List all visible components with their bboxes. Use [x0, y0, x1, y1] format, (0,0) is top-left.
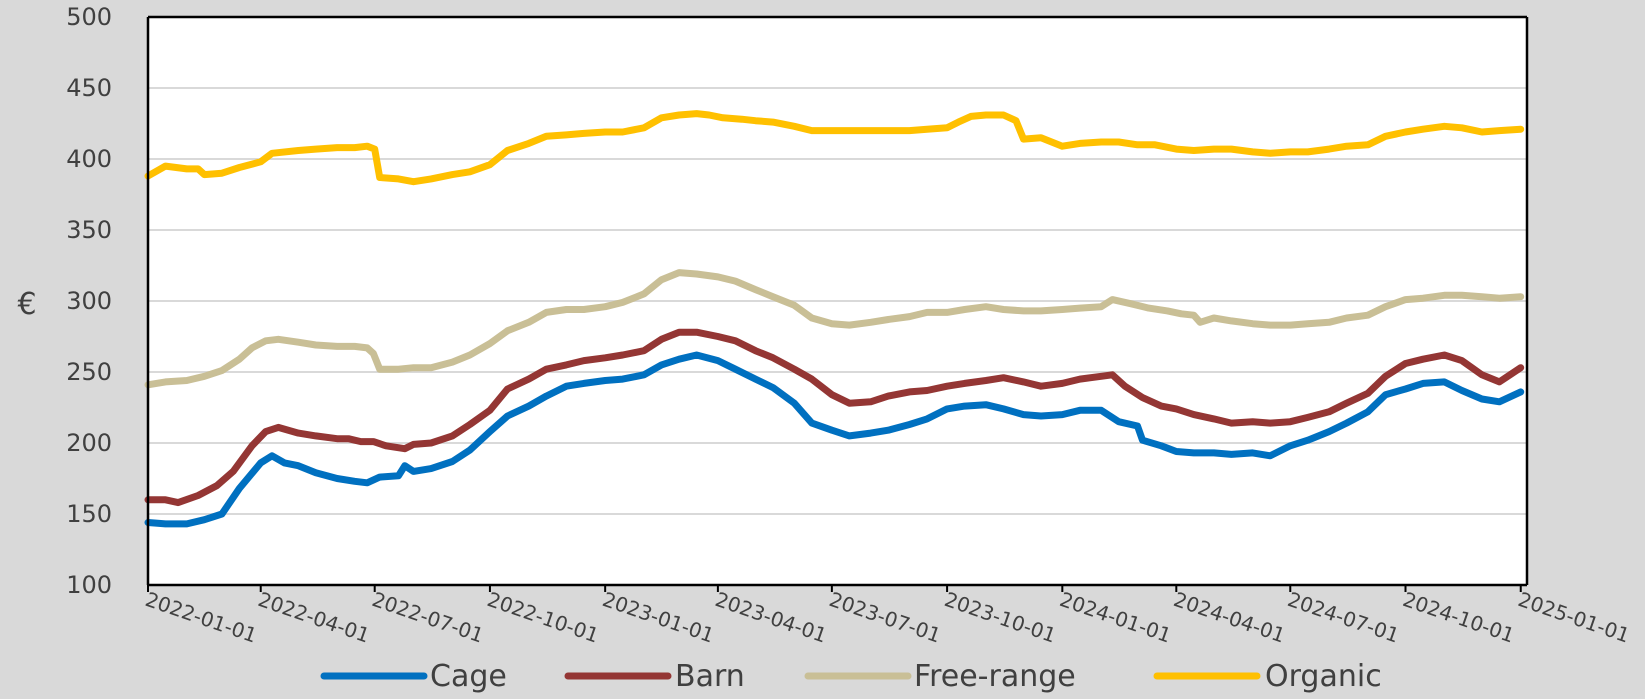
axes — [146, 15, 1529, 592]
x-tick-label: 2024-07-01 — [1285, 587, 1403, 648]
x-tick-label: 2024-10-01 — [1400, 587, 1518, 648]
series-lines — [144, 110, 1525, 528]
x-tick-label: 2022-07-01 — [369, 587, 487, 648]
x-tick-label: 2023-10-01 — [941, 587, 1059, 648]
legend-label: Organic — [1265, 659, 1382, 694]
x-tick-label: 2024-04-01 — [1171, 587, 1289, 648]
x-tick-labels: 2022-01-012022-04-012022-07-012022-10-01… — [142, 587, 1632, 648]
y-tick-label: 150 — [66, 500, 112, 528]
series-line-free-range — [144, 269, 1525, 389]
y-tick-label: 250 — [66, 358, 112, 386]
x-tick-label: 2022-01-01 — [142, 587, 260, 648]
y-tick-label: 100 — [66, 571, 112, 599]
y-tick-labels: 100 150 200 250 300 350 400 450 500 — [66, 3, 112, 599]
x-tick-label: 2023-07-01 — [826, 587, 944, 648]
x-tick-label: 2024-01-01 — [1057, 587, 1175, 648]
series-line-organic — [144, 110, 1525, 186]
x-tick-label: 2023-01-01 — [600, 587, 718, 648]
y-tick-label: 350 — [66, 216, 112, 244]
y-tick-label: 450 — [66, 74, 112, 102]
x-tick-label: 2023-04-01 — [712, 587, 830, 648]
x-tick-label: 2022-10-01 — [484, 587, 602, 648]
y-tick-label: 300 — [66, 287, 112, 315]
series-line-cage — [144, 351, 1525, 528]
x-tick-label: 2025-01-01 — [1515, 587, 1633, 648]
legend-label: Cage — [430, 659, 507, 694]
y-axis-label: € — [17, 287, 36, 322]
legend-label: Free-range — [914, 659, 1076, 694]
legend-label: Barn — [675, 659, 745, 694]
y-tick-label: 200 — [66, 429, 112, 457]
y-tick-label: 400 — [66, 145, 112, 173]
x-tick-label: 2022-04-01 — [255, 587, 373, 648]
series-line-barn — [144, 328, 1525, 507]
legend: Cage Barn Free-range Organic — [320, 659, 1382, 694]
y-tick-label: 500 — [66, 3, 112, 31]
